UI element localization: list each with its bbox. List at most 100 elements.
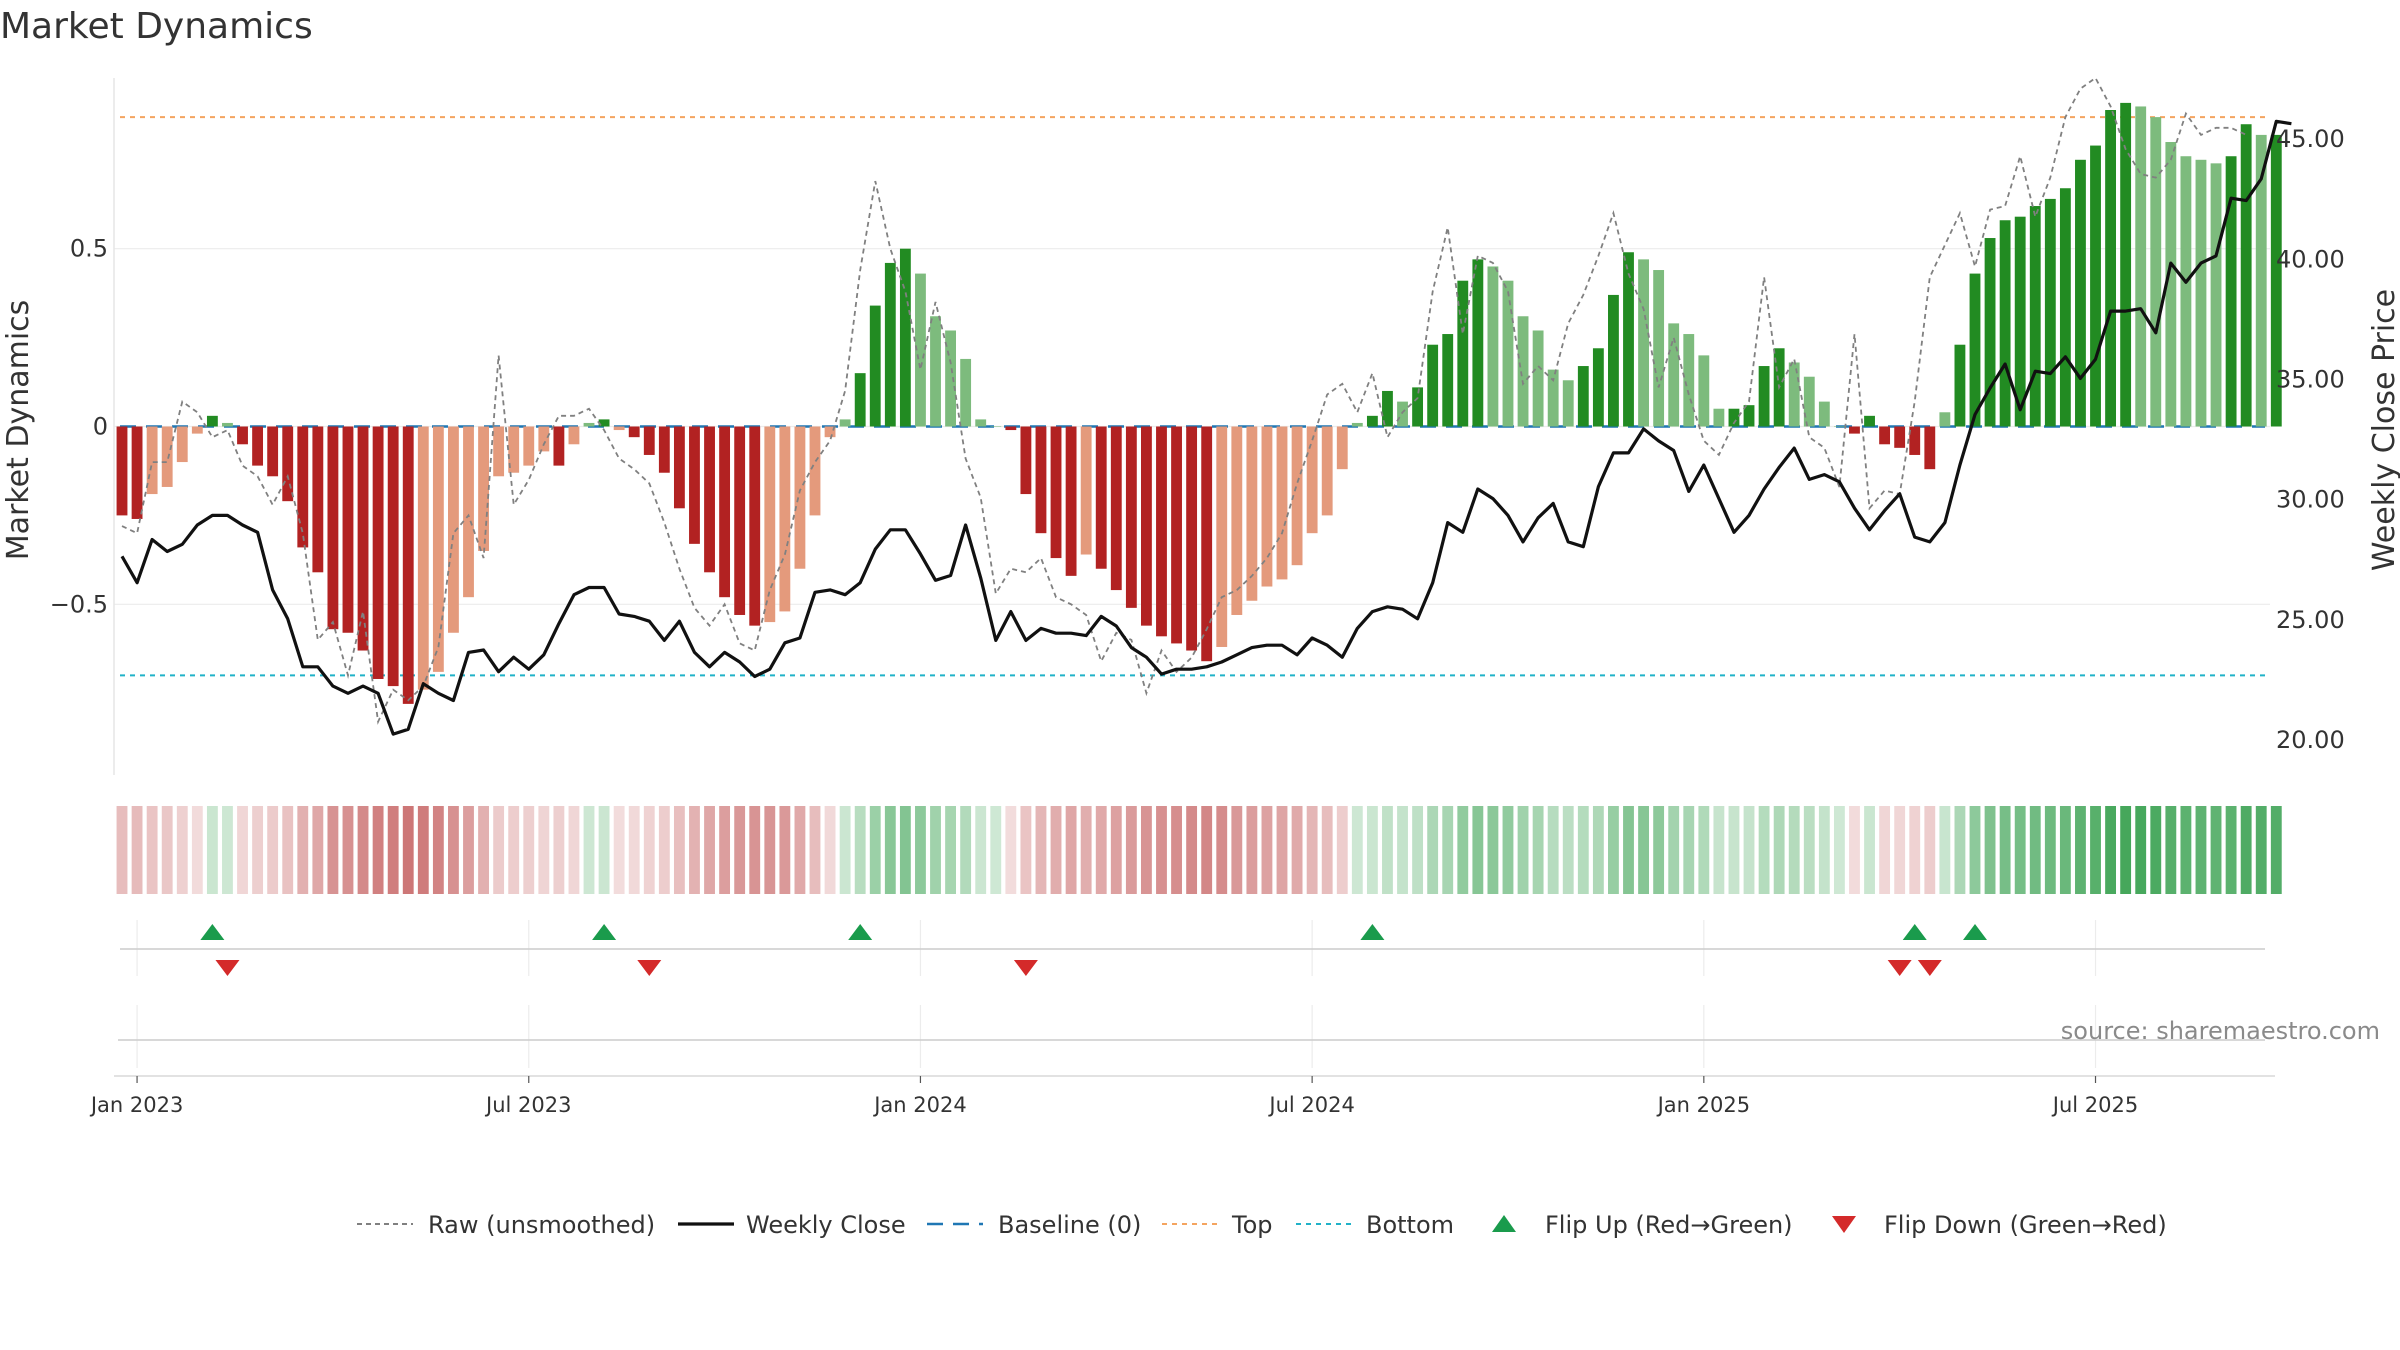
flip-down-marker — [1917, 960, 1942, 976]
dynamics-bar — [945, 330, 956, 427]
heat-strip-cell — [1562, 806, 1574, 894]
heat-strip-cell — [1939, 806, 1951, 894]
heat-strip-cell — [2014, 806, 2026, 894]
heat-strip-cell — [402, 806, 414, 894]
x-axis: Jan 2023 Jul 2023 Jan 2024 Jul 2024 Jan 2025… — [89, 1075, 2275, 1117]
heat-strip-cell — [206, 806, 218, 894]
heat-strip-cell — [1849, 806, 1860, 894]
heat-strip-cell — [1502, 806, 1514, 894]
heat-strip-cell — [297, 806, 309, 894]
dynamics-bar — [1909, 426, 1921, 455]
y2-tick-label: 35.00 — [2276, 365, 2345, 393]
heat-strip-cell — [478, 806, 489, 894]
heat-strip-cell — [1864, 806, 1875, 894]
dynamics-bar — [1231, 426, 1243, 615]
source-credit: source: sharemaestro.com — [2061, 1017, 2380, 1045]
dynamics-bar — [899, 248, 911, 427]
dynamics-bar — [327, 426, 339, 630]
heat-strip-cell — [1065, 806, 1077, 894]
heat-strip-cell — [2165, 806, 2177, 894]
heat-strip-cell — [1758, 806, 1770, 894]
heat-strip-cell — [1291, 806, 1303, 894]
dynamics-bar — [1351, 422, 1363, 427]
y2-tick-label: 45.00 — [2276, 125, 2345, 153]
heat-strip-cell — [1773, 806, 1785, 894]
heat-strip-cell — [176, 806, 188, 894]
heat-strip-cell — [191, 806, 203, 894]
heat-strip-cell — [1653, 806, 1665, 894]
dynamics-bars — [116, 102, 2282, 704]
dynamics-bar — [1261, 426, 1273, 587]
x-tick-label: Jan 2024 — [872, 1093, 967, 1117]
dynamics-bar — [613, 426, 625, 431]
dynamics-bar — [1924, 426, 1936, 470]
heat-strip-cell — [417, 806, 429, 894]
legend: Raw (unsmoothed) Weekly Close Baseline (0)… — [357, 1211, 2167, 1239]
heat-strip-cell — [1140, 806, 1152, 894]
heat-strip-cell — [2135, 806, 2147, 894]
dynamics-bar — [1984, 238, 1996, 427]
dynamics-bar — [1472, 259, 1484, 427]
heat-strip-cell — [1186, 806, 1198, 894]
dynamics-bar — [628, 426, 640, 438]
dynamics-bar — [2120, 102, 2132, 427]
dynamics-bar — [1954, 344, 1966, 427]
heat-strip-cell — [1577, 806, 1589, 894]
dynamics-bar — [2255, 134, 2267, 427]
dynamics-bar — [538, 426, 550, 452]
dynamics-bar — [1080, 426, 1092, 555]
heat-strip-cell — [357, 806, 369, 894]
flip-up-marker — [592, 924, 617, 940]
dynamics-bar — [2180, 156, 2192, 427]
dynamics-bar — [1140, 426, 1152, 626]
dynamics-bar — [2240, 124, 2252, 427]
heat-strip-cell — [2120, 806, 2132, 894]
dynamics-bar — [854, 373, 866, 427]
heat-strip-cell — [2210, 806, 2222, 894]
heat-strip-cell — [161, 806, 173, 894]
heat-strip-cell — [869, 806, 881, 894]
legend-label-baseline: Baseline (0) — [998, 1211, 1141, 1239]
dynamics-bar — [2059, 188, 2071, 427]
heat-strip-cell — [749, 806, 761, 894]
dynamics-bar — [794, 426, 806, 569]
dynamics-bar — [1110, 426, 1122, 591]
heat-strip-cell — [1879, 806, 1891, 894]
dynamics-bar — [990, 426, 1002, 427]
heat-strip-cell — [1894, 806, 1906, 894]
heat-strip-cell — [2195, 806, 2207, 894]
y-axis-title: Market Dynamics — [1, 300, 36, 561]
x-tick-label: Jul 2023 — [484, 1093, 571, 1117]
heat-strip-cell — [1984, 806, 1996, 894]
legend-flip-up-swatch — [1492, 1215, 1516, 1232]
heat-strip-cell — [583, 806, 595, 894]
dynamics-bar — [1366, 415, 1378, 427]
dynamics-bar — [1020, 426, 1032, 495]
dynamics-bar — [2270, 134, 2282, 427]
dynamics-bar — [508, 426, 520, 473]
dynamics-bar — [1577, 366, 1589, 427]
heat-strip-cell — [1427, 806, 1439, 894]
dynamics-bar — [2014, 216, 2026, 427]
heat-strip-cell — [2044, 806, 2056, 894]
dynamics-bar — [1336, 426, 1348, 470]
dynamics-bar — [2044, 198, 2056, 427]
flip-markers-panel — [118, 924, 2265, 1041]
heat-strip-cell — [1216, 806, 1228, 894]
dynamics-bar — [583, 422, 595, 427]
dynamics-bar — [1186, 426, 1198, 651]
dynamics-bar — [1833, 426, 1845, 427]
flip-down-marker — [637, 960, 662, 976]
legend-label-flip-down: Flip Down (Green→Red) — [1884, 1211, 2167, 1239]
dynamics-bar — [1095, 426, 1107, 569]
heat-strip-cell — [493, 806, 505, 894]
flip-up-marker — [1360, 924, 1385, 940]
y2-tick-label: 30.00 — [2276, 486, 2345, 514]
dynamics-bar — [1758, 366, 1770, 427]
heat-strip-cell — [764, 806, 776, 894]
heat-strip-cell — [508, 806, 520, 894]
dynamics-bar — [2150, 117, 2162, 427]
dynamics-bar — [1517, 316, 1529, 427]
heat-strip-cell — [1321, 806, 1333, 894]
dynamics-bar — [1487, 266, 1499, 427]
